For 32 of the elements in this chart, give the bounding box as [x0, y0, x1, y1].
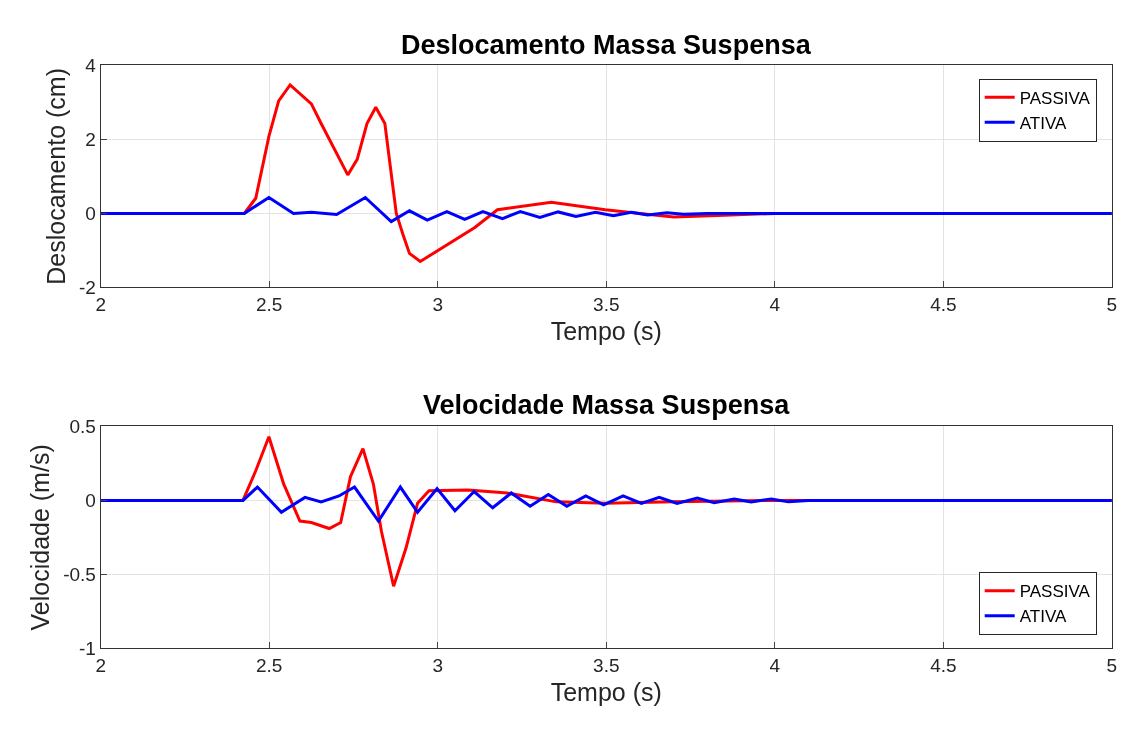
y-axis-title: Deslocamento (cm): [41, 68, 70, 285]
x-tick-label: 5: [1106, 655, 1118, 677]
x-tick-label: 3: [432, 294, 444, 316]
line-series: [100, 485, 1112, 523]
y-tick-label: -1: [79, 638, 96, 660]
y-tick-label: 0: [85, 203, 96, 225]
y-tick-label: 2: [85, 129, 96, 151]
legend-label: PASSIVA: [1019, 582, 1091, 602]
y-tick-label: -2: [79, 277, 96, 299]
legend-label: ATIVA: [1019, 113, 1067, 133]
x-tick-label: 3: [432, 655, 444, 677]
x-tick-label: 4: [769, 294, 781, 316]
y-tick-label: 0: [85, 490, 96, 512]
x-tick-label: 4.5: [930, 655, 957, 677]
chart-title: Deslocamento Massa Suspensa: [401, 30, 812, 60]
x-tick-label: 3.5: [593, 294, 620, 316]
y-axis-title: Velocidade (m/s): [25, 444, 54, 631]
x-axis-title: Tempo (s): [550, 678, 662, 707]
x-tick-label: 2.5: [256, 655, 283, 677]
y-tick-label: -0.5: [63, 564, 96, 586]
x-tick-label: 4.5: [930, 294, 957, 316]
legend-label: ATIVA: [1019, 607, 1067, 627]
y-tick-label: 0.5: [69, 416, 96, 438]
x-tick-label: 2.5: [256, 294, 283, 316]
x-tick-label: 3.5: [593, 655, 620, 677]
y-tick-label: 4: [85, 55, 97, 77]
legend-label: PASSIVA: [1019, 88, 1091, 108]
line-series: [100, 196, 1112, 224]
x-tick-label: 5: [1106, 294, 1118, 316]
x-tick-label: 4: [769, 655, 781, 677]
chart-title: Velocidade Massa Suspensa: [423, 390, 791, 420]
x-axis-title: Tempo (s): [550, 317, 662, 346]
